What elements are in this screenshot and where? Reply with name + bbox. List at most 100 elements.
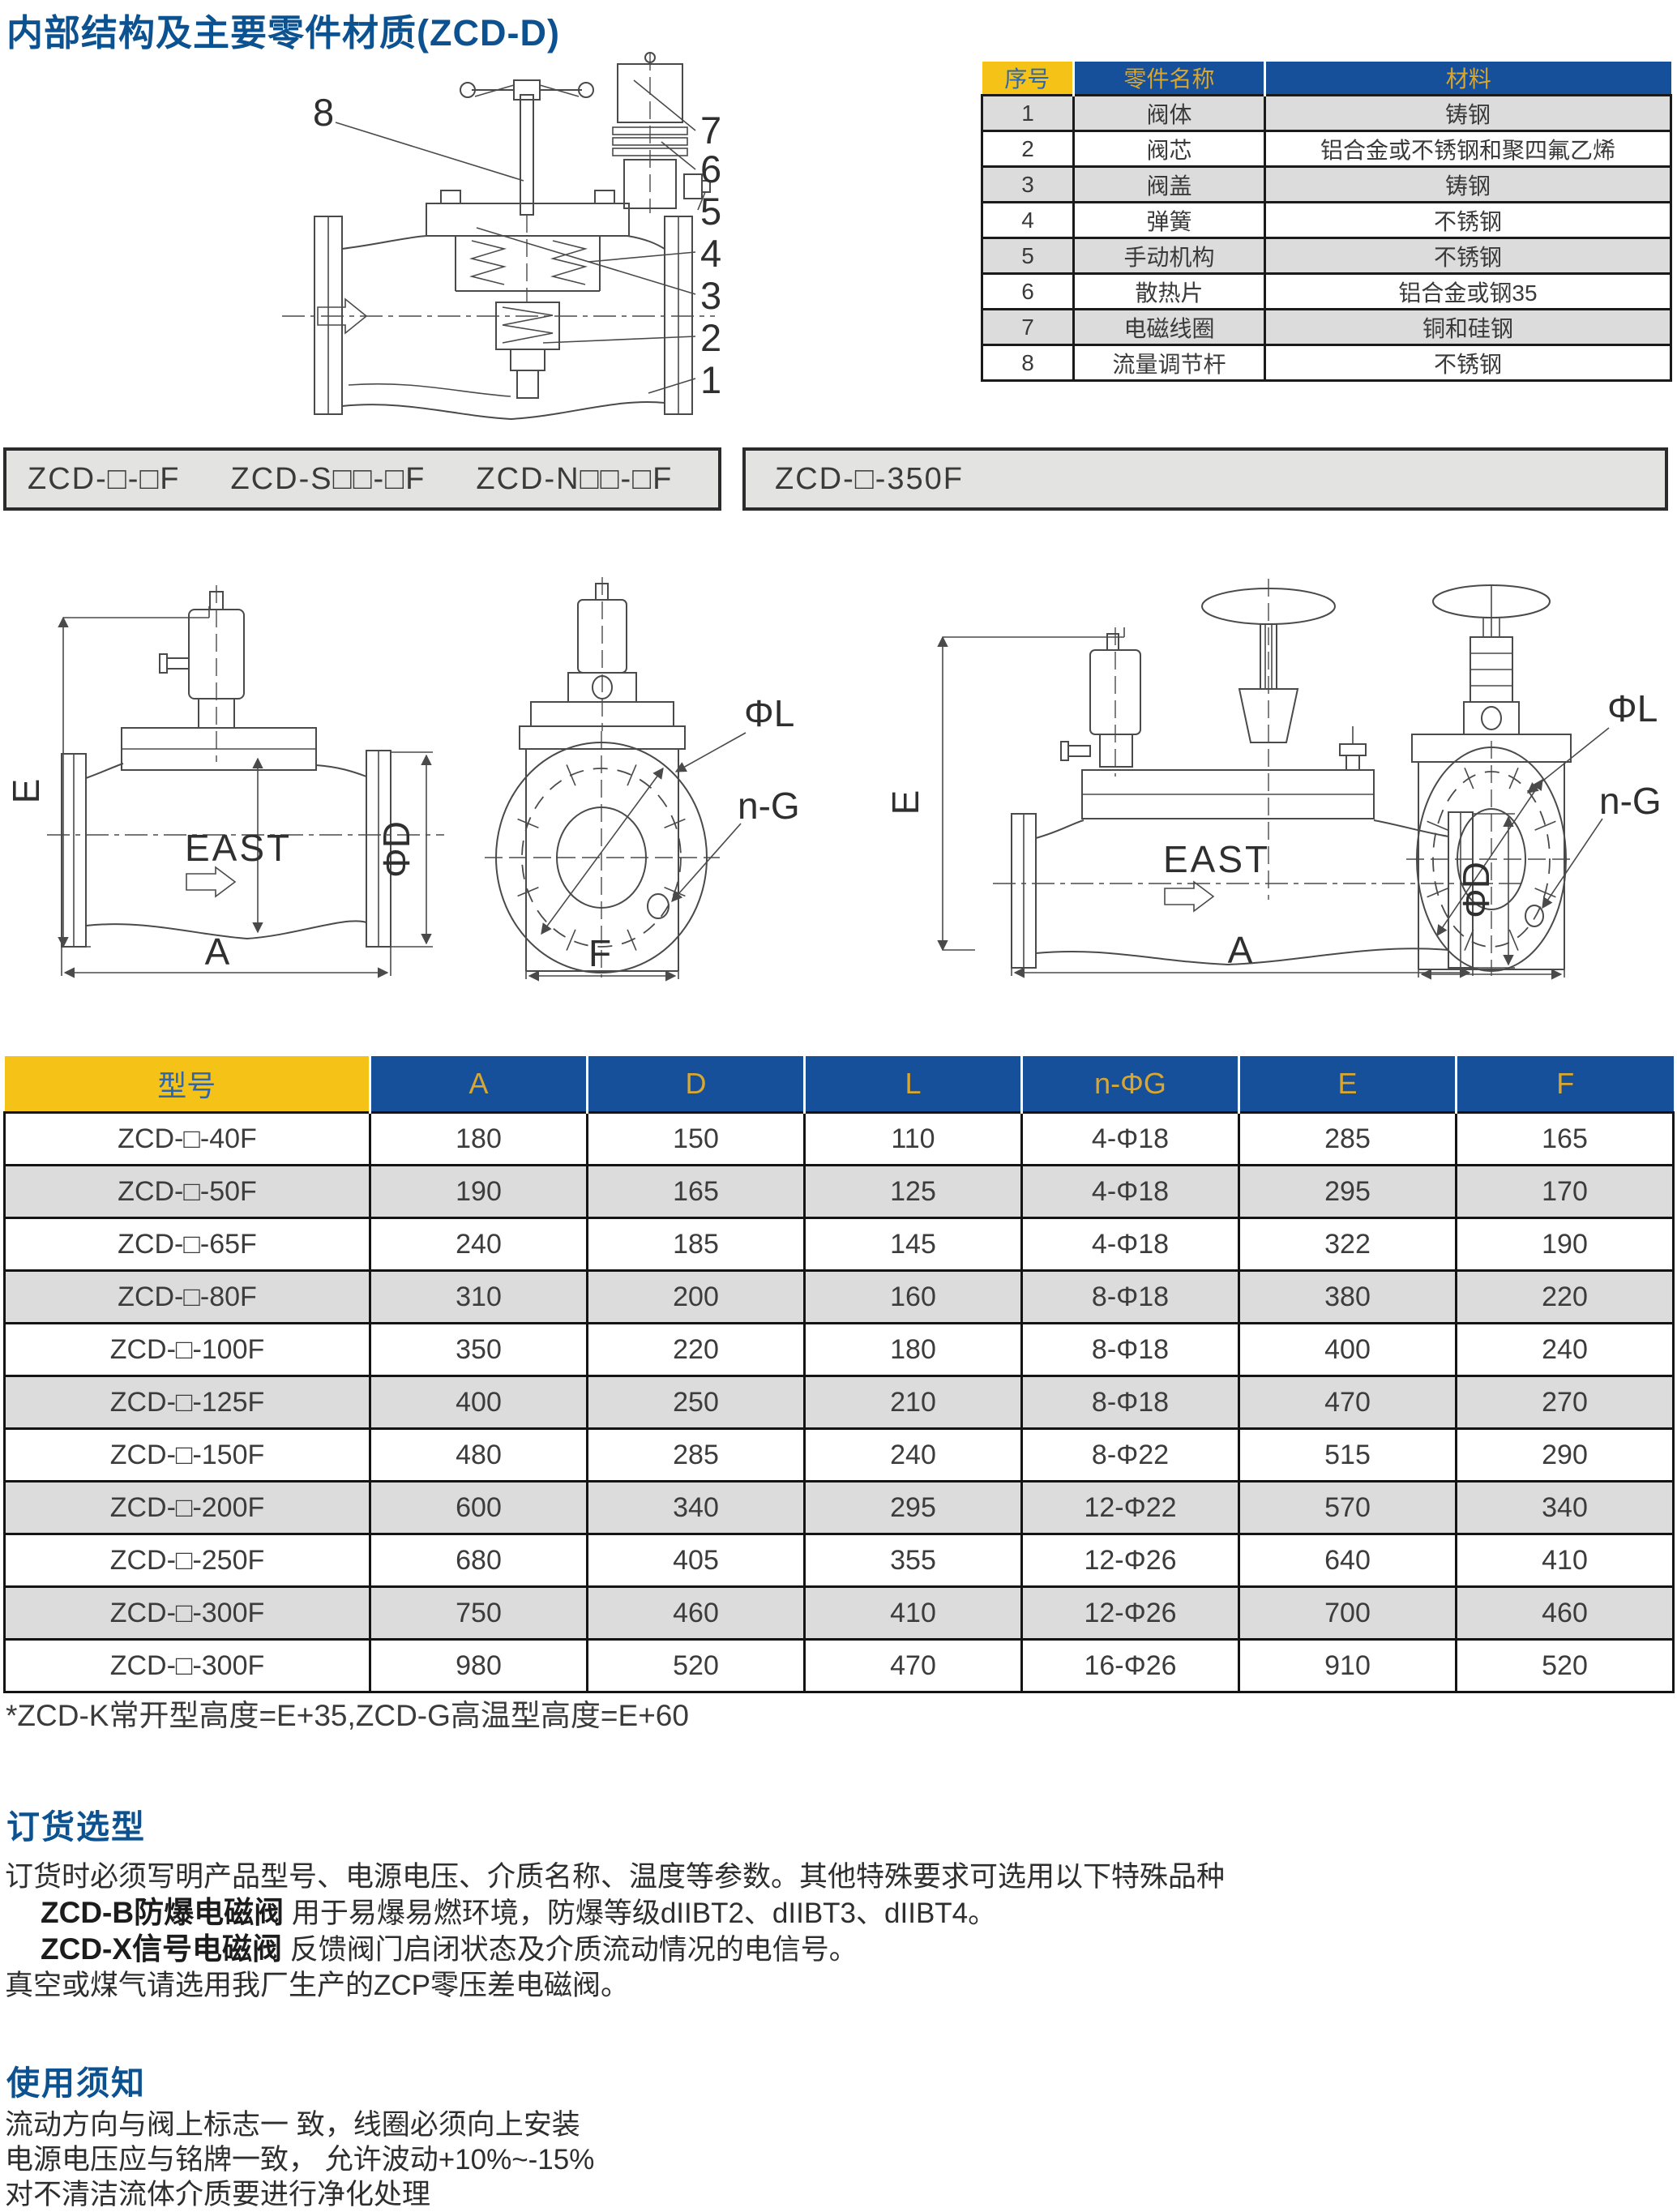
dims-l: 145 [803,1217,1023,1272]
dims-d: 220 [586,1322,806,1377]
part-seq: 3 [981,165,1075,203]
dims-a: 980 [369,1638,588,1693]
dims-col-ng: n-ΦG [1020,1056,1239,1113]
model-code: ZCD-S□□-□F [230,461,426,496]
dims-ng: 8-Φ18 [1020,1375,1240,1430]
dims-a: 680 [369,1533,588,1588]
dims-e: 295 [1238,1164,1457,1219]
dims-col-e: E [1238,1056,1457,1113]
callout-3: 3 [700,274,721,317]
dims-e: 570 [1238,1480,1457,1535]
dims-ng: 4-Φ18 [1020,1111,1240,1166]
dim-label-nG: n-G [1599,780,1662,822]
side-view-linework [937,579,1525,978]
parts-table-row: 5 手动机构 不锈钢 [981,237,1672,275]
part-name: 阀体 [1072,94,1266,132]
dimension-drawing-zcd-f: E EAST ΦD A ΦL n-G F [5,577,800,982]
dims-model: ZCD-□-50F [3,1164,371,1219]
dims-f: 270 [1455,1375,1675,1430]
dim-label-A: A [205,931,230,973]
dims-table-row: ZCD-□-300F 980 520 470 16-Φ26 910 520 [3,1638,1675,1693]
dimension-drawing-zcd-350f: E EAST ΦD A ΦL n-G [884,579,1662,980]
dims-model: ZCD-□-300F [3,1585,371,1641]
parts-col-material: 材料 [1264,62,1671,96]
dims-table-row: ZCD-□-65F 240 185 145 4-Φ18 322 190 [3,1217,1675,1272]
parts-table-row: 1 阀体 铸钢 [981,94,1672,132]
dims-a: 480 [369,1427,588,1483]
dims-ng: 8-Φ18 [1020,1322,1240,1377]
dims-a: 180 [369,1111,588,1166]
usage-line: 对不清洁流体介质要进行净化处理 [5,2179,431,2210]
dims-model: ZCD-□-100F [3,1322,371,1377]
model-code: ZCD-N□□-□F [476,461,674,496]
dims-e: 470 [1238,1375,1457,1430]
parts-table-row: 8 流量调节杆 不锈钢 [981,344,1672,382]
dims-f: 220 [1455,1269,1675,1324]
part-seq: 8 [981,344,1075,382]
part-seq: 2 [981,130,1075,168]
dims-e: 400 [1238,1322,1457,1377]
dims-ng: 8-Φ18 [1020,1269,1240,1324]
dims-ng: 12-Φ26 [1020,1533,1240,1588]
ordering-item-model: ZCD-X信号电磁阀 [41,1932,283,1966]
model-code: ZCD-□-350F [775,461,964,496]
dims-e: 640 [1238,1533,1457,1588]
part-name: 阀芯 [1072,130,1266,168]
dims-col-l: L [803,1056,1022,1113]
ordering-intro: 订货时必须写明产品型号、电源电压、介质名称、温度等参数。其他特殊要求可选用以下特… [5,1861,1226,1893]
dims-model: ZCD-□-80F [3,1269,371,1324]
ordering-item: ZCD-X信号电磁阀 反馈阀门启闭状态及介质流动情况的电信号。 [5,1932,1225,1968]
dims-d: 150 [586,1111,806,1166]
dims-e: 322 [1238,1217,1457,1272]
parts-table-row: 4 弹簧 不锈钢 [981,201,1672,239]
part-material: 铸钢 [1264,94,1672,132]
dims-d: 200 [586,1269,806,1324]
parts-col-name: 零件名称 [1072,62,1265,96]
dim-label-A: A [1228,929,1253,971]
part-seq: 5 [981,237,1075,275]
dims-l: 410 [803,1585,1023,1641]
dims-table-row: ZCD-□-300F 750 460 410 12-Φ26 700 460 [3,1585,1675,1641]
dims-table-row: ZCD-□-50F 190 165 125 4-Φ18 295 170 [3,1164,1675,1219]
dims-e: 285 [1238,1111,1457,1166]
callout-8: 8 [313,91,334,134]
dims-l: 160 [803,1269,1023,1324]
dims-a: 400 [369,1375,588,1430]
dims-model: ZCD-□-200F [3,1480,371,1535]
part-name: 阀盖 [1072,165,1266,203]
dims-l: 210 [803,1375,1023,1430]
front-view-linework [485,577,747,982]
ordering-item-desc: 反馈阀门启闭状态及介质流动情况的电信号。 [282,1934,858,1966]
ordering-item-desc: 用于易爆易燃环境，防爆等级dIIBT2、dIIBT3、dIIBT4。 [284,1898,997,1929]
dims-e: 515 [1238,1427,1457,1483]
part-name: 流量调节杆 [1072,344,1266,382]
dims-model: ZCD-□-250F [3,1533,371,1588]
part-seq: 1 [981,94,1075,132]
dims-table-row: ZCD-□-200F 600 340 295 12-Φ22 570 340 [3,1480,1675,1535]
usage-line: 流动方向与阀上标志一 致，线圈必须向上安装 [5,2109,580,2141]
dims-e: 380 [1238,1269,1457,1324]
dims-table-row: ZCD-□-125F 400 250 210 8-Φ18 470 270 [3,1375,1675,1430]
dims-l: 470 [803,1638,1023,1693]
part-name: 手动机构 [1072,237,1266,275]
ordering-item-model: ZCD-B防爆电磁阀 [41,1896,284,1929]
cross-section-linework [282,52,715,421]
dims-table-row: ZCD-□-40F 180 150 110 4-Φ18 285 165 [3,1111,1675,1166]
dims-f: 170 [1455,1164,1675,1219]
dims-ng: 4-Φ18 [1020,1217,1240,1272]
dims-model: ZCD-□-65F [3,1217,371,1272]
part-name: 散热片 [1072,272,1266,310]
page-title: 内部结构及主要零件材质(ZCD-D) [6,12,560,53]
dims-d: 460 [586,1585,806,1641]
dims-table-row: ZCD-□-80F 310 200 160 8-Φ18 380 220 [3,1269,1675,1324]
model-code: ZCD-□-□F [28,461,181,496]
dims-f: 460 [1455,1585,1675,1641]
dim-label-E: E [884,790,926,815]
front-view-linework [1406,584,1610,980]
dims-a: 750 [369,1585,588,1641]
dim-label-phiL: ΦL [1607,687,1658,729]
usage-section-heading: 使用须知 [6,2064,146,2102]
dims-f: 290 [1455,1427,1675,1483]
part-seq: 6 [981,272,1075,310]
